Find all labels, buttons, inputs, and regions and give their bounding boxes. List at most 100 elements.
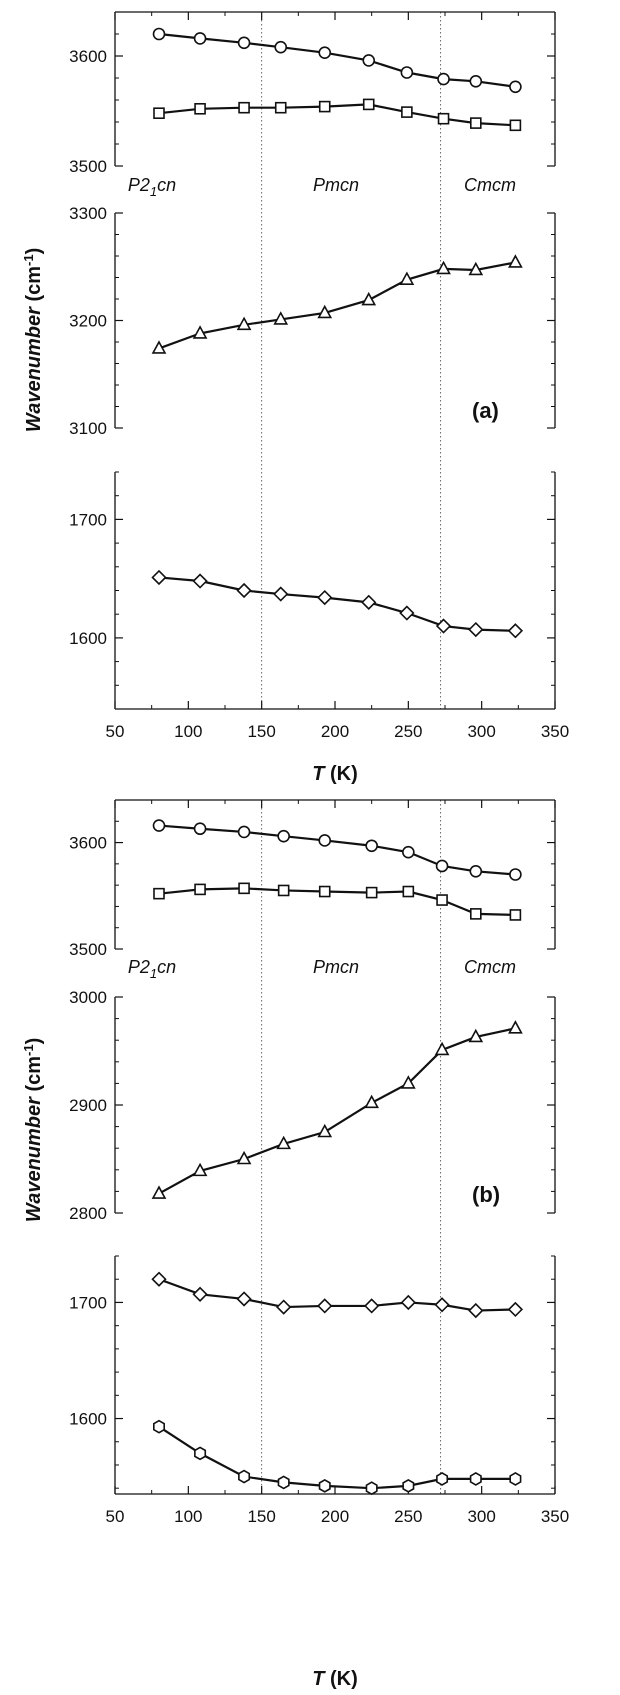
x-tick-label: 250: [394, 722, 422, 741]
data-point-circle: [469, 865, 483, 878]
data-point-hexagon: [509, 1471, 522, 1486]
data-point-triangle: [151, 1185, 167, 1199]
series-line-circle: [158, 824, 516, 876]
x-tick-label: 150: [247, 722, 275, 741]
x-tick-label: 100: [174, 722, 202, 741]
data-point-triangle: [317, 1123, 333, 1138]
y-tick-label: 3600: [69, 47, 107, 66]
data-point-hexagon: [153, 1419, 165, 1434]
data-point-diamond: [468, 621, 484, 638]
data-point-hexagon: [365, 1481, 378, 1496]
data-point-triangle: [192, 325, 208, 339]
data-point-triangle: [361, 291, 377, 306]
data-point-diamond: [434, 1297, 450, 1313]
data-point-triangle: [400, 1075, 416, 1089]
panel-label: (b): [472, 1182, 500, 1207]
data-point-square: [469, 117, 482, 129]
data-point-square: [509, 909, 522, 921]
data-point-diamond: [192, 1286, 208, 1302]
data-point-triangle: [508, 1020, 523, 1034]
data-point-diamond: [399, 605, 415, 621]
data-point-circle: [435, 859, 449, 873]
y-tick-label: 3500: [69, 940, 107, 959]
series-line-diamond: [158, 1278, 516, 1312]
data-point-hexagon: [469, 1471, 482, 1486]
panel-label: (a): [472, 398, 499, 423]
data-point-square: [277, 884, 290, 897]
phase-label: Cmcm: [464, 175, 516, 195]
chart-panel-a: 3500 3600 3100 3200 3300 1600 1700 50 100 150 200 2…: [21, 11, 569, 785]
data-point-diamond: [151, 569, 167, 586]
data-point-square: [238, 882, 250, 895]
y-tick-label: 3200: [69, 312, 107, 331]
series-line-diamond: [158, 576, 516, 632]
data-point-circle: [509, 868, 522, 881]
data-point-square: [238, 101, 250, 114]
data-point-circle: [152, 819, 166, 832]
x-tick-label: 300: [467, 722, 495, 741]
data-point-circle: [277, 829, 290, 843]
data-point-diamond: [364, 1298, 380, 1314]
data-point-circle: [237, 825, 251, 839]
y-tick-label: 3000: [69, 988, 107, 1007]
data-point-diamond: [276, 1299, 292, 1315]
x-tick-label: 350: [541, 1507, 569, 1526]
data-point-square: [402, 885, 415, 898]
data-point-diamond: [236, 1291, 252, 1307]
data-point-square: [365, 886, 378, 899]
phase-label: P21cn: [128, 175, 176, 199]
data-point-triangle: [468, 1028, 484, 1043]
series-line-circle: [158, 32, 516, 88]
data-point-triangle: [236, 1150, 252, 1165]
series-line-triangle: [158, 261, 516, 350]
phase-label: Pmcn: [313, 175, 359, 195]
y-tick-label: 1700: [69, 510, 107, 529]
data-point-diamond: [468, 1302, 484, 1319]
data-point-hexagon: [402, 1478, 415, 1493]
data-point-square: [436, 894, 448, 906]
data-point-diamond: [317, 1298, 333, 1314]
data-point-triangle: [236, 316, 252, 331]
data-point-diamond: [317, 589, 333, 606]
data-point-square: [194, 103, 206, 115]
data-point-diamond: [435, 618, 452, 634]
y-tick-label: 2900: [69, 1096, 107, 1115]
x-tick-label: 300: [467, 1507, 495, 1526]
y-tick-label: 1600: [69, 629, 107, 648]
data-point-circle: [402, 845, 415, 859]
data-point-circle: [469, 75, 483, 88]
series-line-square: [158, 887, 516, 917]
x-tick-label: 50: [106, 722, 125, 741]
data-point-hexagon: [194, 1446, 207, 1461]
data-point-circle: [193, 32, 207, 45]
data-point-circle: [193, 822, 207, 836]
data-point-triangle: [364, 1094, 380, 1109]
x-tick-label: 350: [541, 722, 569, 741]
x-tick-label: 200: [321, 722, 349, 741]
data-point-diamond: [400, 1294, 416, 1311]
data-point-circle: [400, 66, 414, 79]
data-point-square: [318, 885, 331, 898]
x-axis-title: T (K): [312, 1668, 358, 1690]
phase-label: Pmcn: [313, 957, 359, 977]
y-tick-label: 3100: [69, 419, 107, 438]
data-point-hexagon: [318, 1478, 331, 1493]
x-axis-title: T (K): [312, 763, 358, 785]
y-axis-title: Wavenumber (cm-1): [21, 1038, 45, 1223]
y-tick-label: 1600: [69, 1410, 107, 1429]
data-point-square: [469, 908, 482, 920]
data-point-triangle: [434, 1041, 450, 1056]
data-point-triangle: [399, 271, 415, 285]
series-line-hexagon: [158, 1425, 516, 1490]
data-point-diamond: [507, 1301, 524, 1318]
x-tick-label: 150: [247, 1507, 275, 1526]
data-point-circle: [362, 54, 376, 67]
data-point-diamond: [192, 573, 208, 589]
x-tick-label: 250: [394, 1507, 422, 1526]
data-point-triangle: [436, 260, 451, 275]
x-tick-label: 50: [106, 1507, 125, 1526]
y-tick-label: 1700: [69, 1293, 107, 1312]
data-point-triangle: [273, 311, 289, 325]
data-point-square: [153, 107, 165, 119]
